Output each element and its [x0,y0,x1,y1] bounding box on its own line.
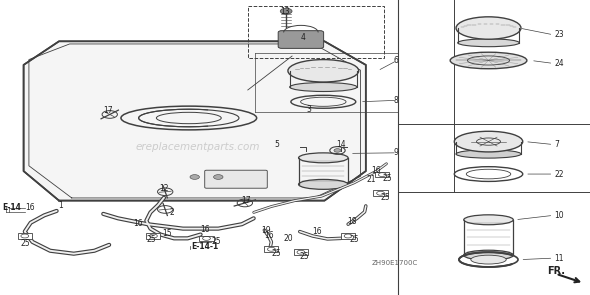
Text: 20: 20 [283,234,293,243]
Text: 13: 13 [280,7,290,16]
Text: 18: 18 [347,217,356,226]
Polygon shape [24,41,366,201]
Text: 25: 25 [382,174,392,183]
Text: 7: 7 [555,140,559,149]
Ellipse shape [458,39,519,47]
Ellipse shape [450,52,527,69]
Text: 9: 9 [394,148,398,157]
Text: 5: 5 [274,140,279,149]
Text: 16: 16 [133,219,142,228]
Text: 16: 16 [264,232,274,240]
Bar [199,235,214,241]
Text: 17: 17 [241,196,250,204]
Text: 14: 14 [336,140,346,149]
Text: 23: 23 [555,30,564,39]
Ellipse shape [299,153,348,163]
Text: 25: 25 [349,235,359,244]
Text: 16: 16 [201,225,210,234]
Ellipse shape [454,131,523,152]
Text: 3: 3 [307,105,312,114]
Circle shape [280,8,292,14]
Ellipse shape [288,60,359,82]
Ellipse shape [290,83,357,91]
Text: 16: 16 [25,204,35,212]
Text: 19: 19 [261,226,271,235]
Bar [146,233,160,239]
Text: ZH90E1700C: ZH90E1700C [372,260,418,266]
Ellipse shape [464,250,513,260]
Text: E-14-1: E-14-1 [191,242,218,251]
Text: 10: 10 [555,211,564,220]
Text: 4: 4 [301,33,306,42]
FancyBboxPatch shape [205,170,267,188]
Text: 21: 21 [367,175,376,184]
Text: 8: 8 [394,96,398,105]
Bar [294,249,308,255]
Text: 25: 25 [300,252,309,260]
Text: 25: 25 [146,235,156,244]
Bar [18,233,32,239]
Text: 6: 6 [394,56,398,65]
Text: 1: 1 [58,201,63,210]
Bar [264,246,278,252]
Bar [248,6,384,58]
Text: 11: 11 [555,254,564,263]
Circle shape [214,175,223,179]
Text: E-14: E-14 [2,203,21,212]
Text: 2: 2 [170,208,175,217]
Ellipse shape [471,255,506,264]
Text: 16: 16 [372,166,381,175]
FancyBboxPatch shape [278,31,323,48]
Circle shape [334,149,341,152]
Text: 24: 24 [555,59,564,68]
Bar [373,190,388,196]
Bar [341,233,355,239]
Text: 16: 16 [313,227,322,236]
Ellipse shape [464,215,513,225]
Text: 17: 17 [103,106,113,115]
Text: 12: 12 [159,184,169,193]
Text: 25: 25 [381,193,390,201]
Ellipse shape [456,17,521,39]
Text: 15: 15 [162,230,172,238]
Text: FR.: FR. [547,266,565,276]
Bar [375,172,389,178]
Text: 25: 25 [21,239,30,248]
Text: 22: 22 [555,170,564,178]
Text: ereplacementparts.com: ereplacementparts.com [135,142,260,153]
Ellipse shape [456,150,521,158]
Text: 25: 25 [271,249,281,258]
Text: 25: 25 [211,237,221,246]
Circle shape [190,175,199,179]
Ellipse shape [299,179,348,189]
